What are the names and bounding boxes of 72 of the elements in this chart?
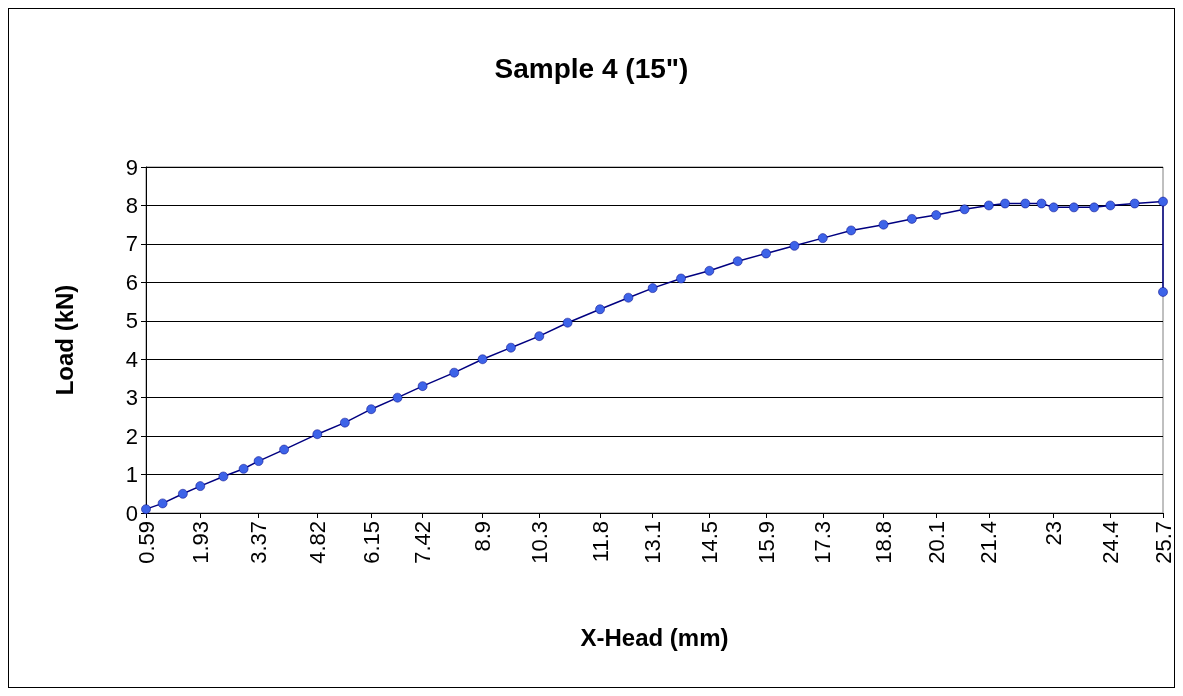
point bbox=[178, 489, 188, 499]
x-tick-label: 13.1 bbox=[640, 521, 666, 564]
point bbox=[417, 381, 428, 391]
x-tick-label: 20.1 bbox=[923, 521, 949, 564]
point bbox=[312, 429, 323, 439]
x-tick-label: 25.7 bbox=[1150, 521, 1176, 564]
x-tick-label: 10.3 bbox=[526, 521, 552, 564]
point bbox=[647, 283, 658, 293]
point bbox=[1036, 198, 1047, 209]
point bbox=[1048, 202, 1059, 213]
x-tick-label: 11.8 bbox=[587, 521, 613, 563]
y-tick-label: 1 bbox=[125, 462, 138, 488]
x-tick-label: 17.3 bbox=[810, 521, 836, 564]
point bbox=[818, 233, 828, 243]
point bbox=[1069, 202, 1079, 213]
x-tick-label: 14.5 bbox=[696, 521, 722, 564]
point bbox=[195, 481, 206, 491]
point bbox=[340, 417, 350, 428]
x-tick-label: 3.37 bbox=[246, 521, 272, 564]
point bbox=[1158, 196, 1168, 207]
point bbox=[846, 225, 856, 236]
point bbox=[878, 219, 889, 230]
point bbox=[761, 248, 771, 259]
point bbox=[732, 256, 743, 266]
x-tick-label: 4.82 bbox=[304, 521, 330, 564]
point bbox=[506, 342, 516, 353]
point bbox=[366, 404, 376, 414]
point bbox=[931, 210, 941, 220]
y-tick-label: 7 bbox=[125, 231, 138, 257]
point bbox=[449, 367, 459, 378]
point bbox=[704, 266, 715, 276]
point bbox=[1020, 198, 1031, 209]
point bbox=[253, 456, 264, 466]
point bbox=[623, 292, 634, 303]
point bbox=[984, 200, 994, 211]
y-tick-label: 4 bbox=[125, 346, 138, 372]
point bbox=[157, 498, 168, 509]
x-tick-label: 21.4 bbox=[976, 521, 1002, 564]
point bbox=[959, 204, 970, 215]
point bbox=[1000, 198, 1010, 209]
point bbox=[279, 444, 289, 455]
point bbox=[392, 392, 403, 403]
x-tick-label: 6.15 bbox=[358, 521, 384, 564]
y-tick-label: 6 bbox=[125, 269, 138, 295]
y-tick-label: 3 bbox=[125, 385, 138, 411]
point bbox=[562, 317, 573, 328]
point bbox=[238, 464, 249, 474]
x-tick-label: 8.9 bbox=[470, 521, 496, 552]
point bbox=[218, 471, 229, 482]
y-tick-label: 5 bbox=[125, 308, 138, 334]
point bbox=[907, 214, 917, 224]
point bbox=[1158, 287, 1168, 297]
point bbox=[595, 304, 605, 314]
y-tick-label: 9 bbox=[125, 154, 138, 180]
chart-title: Sample 4 (15") bbox=[494, 52, 689, 84]
x-tick-label: 7.42 bbox=[410, 521, 436, 564]
x-tick-label: 1.93 bbox=[187, 521, 213, 564]
y-tick-label: 2 bbox=[125, 423, 138, 449]
x-tick-label: 15.9 bbox=[753, 521, 779, 564]
x-axis-title: X-Head (mm) bbox=[580, 623, 729, 651]
point bbox=[534, 331, 545, 341]
point bbox=[477, 354, 488, 364]
x-tick-label: 23 bbox=[1041, 521, 1067, 546]
x-tick-label: 18.8 bbox=[871, 521, 897, 564]
point bbox=[1089, 202, 1099, 213]
y-tick-label: 8 bbox=[125, 192, 138, 218]
point bbox=[1105, 200, 1116, 211]
point bbox=[676, 273, 686, 284]
point bbox=[789, 241, 800, 251]
x-tick-label: 24.4 bbox=[1097, 521, 1123, 564]
y-axis-title: Load (kN) bbox=[50, 284, 78, 396]
point bbox=[1129, 198, 1140, 209]
